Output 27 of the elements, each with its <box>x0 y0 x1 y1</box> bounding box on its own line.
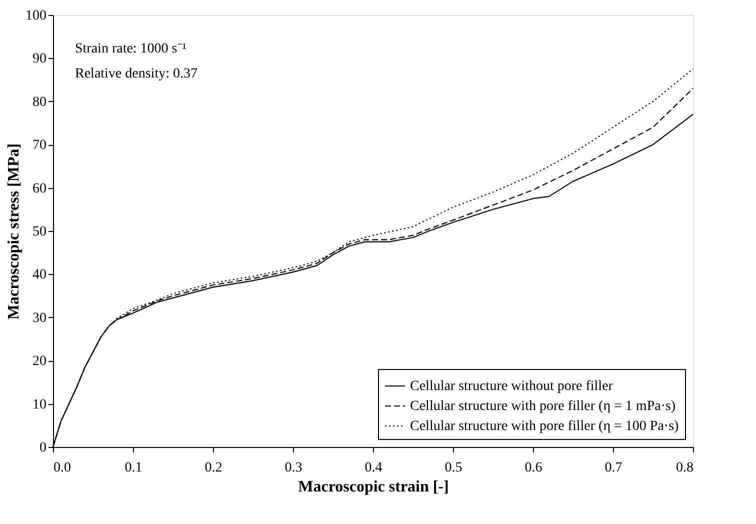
y-tick-label: 60 <box>32 181 46 196</box>
x-tick-label: 0.5 <box>444 460 462 476</box>
y-tick-label: 0 <box>40 440 46 456</box>
y-tick-label: 100 <box>26 8 46 24</box>
legend-label: Cellular structure with pore filler (η = 1 mPa·s) <box>410 399 676 414</box>
x-tick-label: 0.8 <box>676 460 694 476</box>
y-tick-label: 40 <box>32 268 46 283</box>
y-axis-title: Macroscopic stress [MPa] <box>6 143 22 320</box>
y-tick-label: 70 <box>32 138 46 154</box>
legend-label: Cellular structure with pore filler (η = 100 Pa·s) <box>410 419 680 434</box>
legend-label: Cellular structure without pore filler <box>410 379 614 394</box>
x-tick-label: 0.4 <box>364 460 382 476</box>
x-tick-label: 0.2 <box>204 460 222 476</box>
x-tick-label: 0.0 <box>54 460 71 476</box>
y-tick-label: 90 <box>32 52 46 67</box>
y-tick-label: 20 <box>32 354 46 370</box>
y-tick-label: 80 <box>32 94 46 110</box>
x-axis-title: Macroscopic strain [-] <box>298 478 449 496</box>
x-tick-label: 0.3 <box>284 460 302 476</box>
y-tick-label: 30 <box>32 310 46 326</box>
annotation: Relative density: 0.37 <box>75 66 198 82</box>
x-tick-label: 0.1 <box>124 460 142 476</box>
y-tick-label: 10 <box>32 397 46 412</box>
x-tick-label: 0.6 <box>524 460 542 476</box>
annotation: Strain rate: 1000 s⁻¹ <box>75 42 186 56</box>
x-tick-label: 0.7 <box>604 460 622 476</box>
y-tick-label: 50 <box>32 224 46 240</box>
